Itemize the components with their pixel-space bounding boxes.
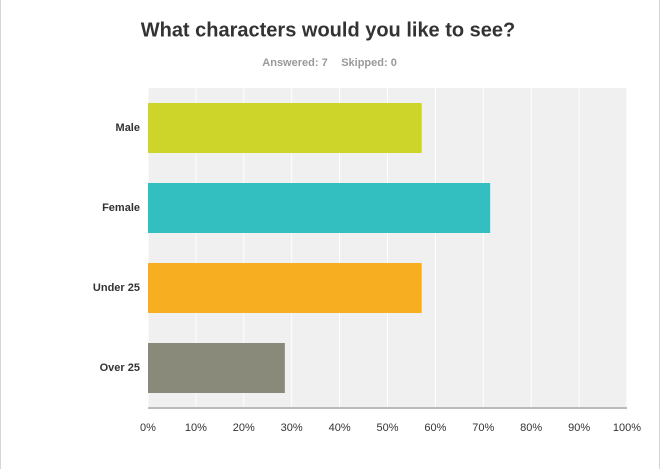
bar [148, 343, 285, 393]
x-tick-label: 50% [376, 422, 398, 434]
bar [148, 183, 491, 233]
x-tick-label: 10% [185, 422, 207, 434]
chart-title: What characters would you like to see? [141, 19, 516, 41]
x-tick-label: 70% [472, 422, 494, 434]
skipped: Skipped: 0 [341, 57, 397, 69]
x-tick-label: 90% [568, 422, 590, 434]
y-tick-label: Over 25 [100, 362, 140, 374]
x-tick-label: 60% [424, 422, 446, 434]
y-tick-label: Female [102, 202, 140, 214]
x-tick-label: 30% [281, 422, 303, 434]
x-tick-label: 40% [329, 422, 351, 434]
bar [148, 103, 422, 153]
x-tick-label: 0% [140, 422, 156, 434]
x-tick-label: 100% [613, 422, 641, 434]
answered: Answered: 7 [262, 57, 327, 69]
x-tick-label: 80% [520, 422, 542, 434]
x-tick-label: 20% [233, 422, 255, 434]
y-tick-label: Male [116, 122, 140, 134]
bar [148, 263, 422, 313]
y-tick-label: Under 25 [93, 282, 140, 294]
